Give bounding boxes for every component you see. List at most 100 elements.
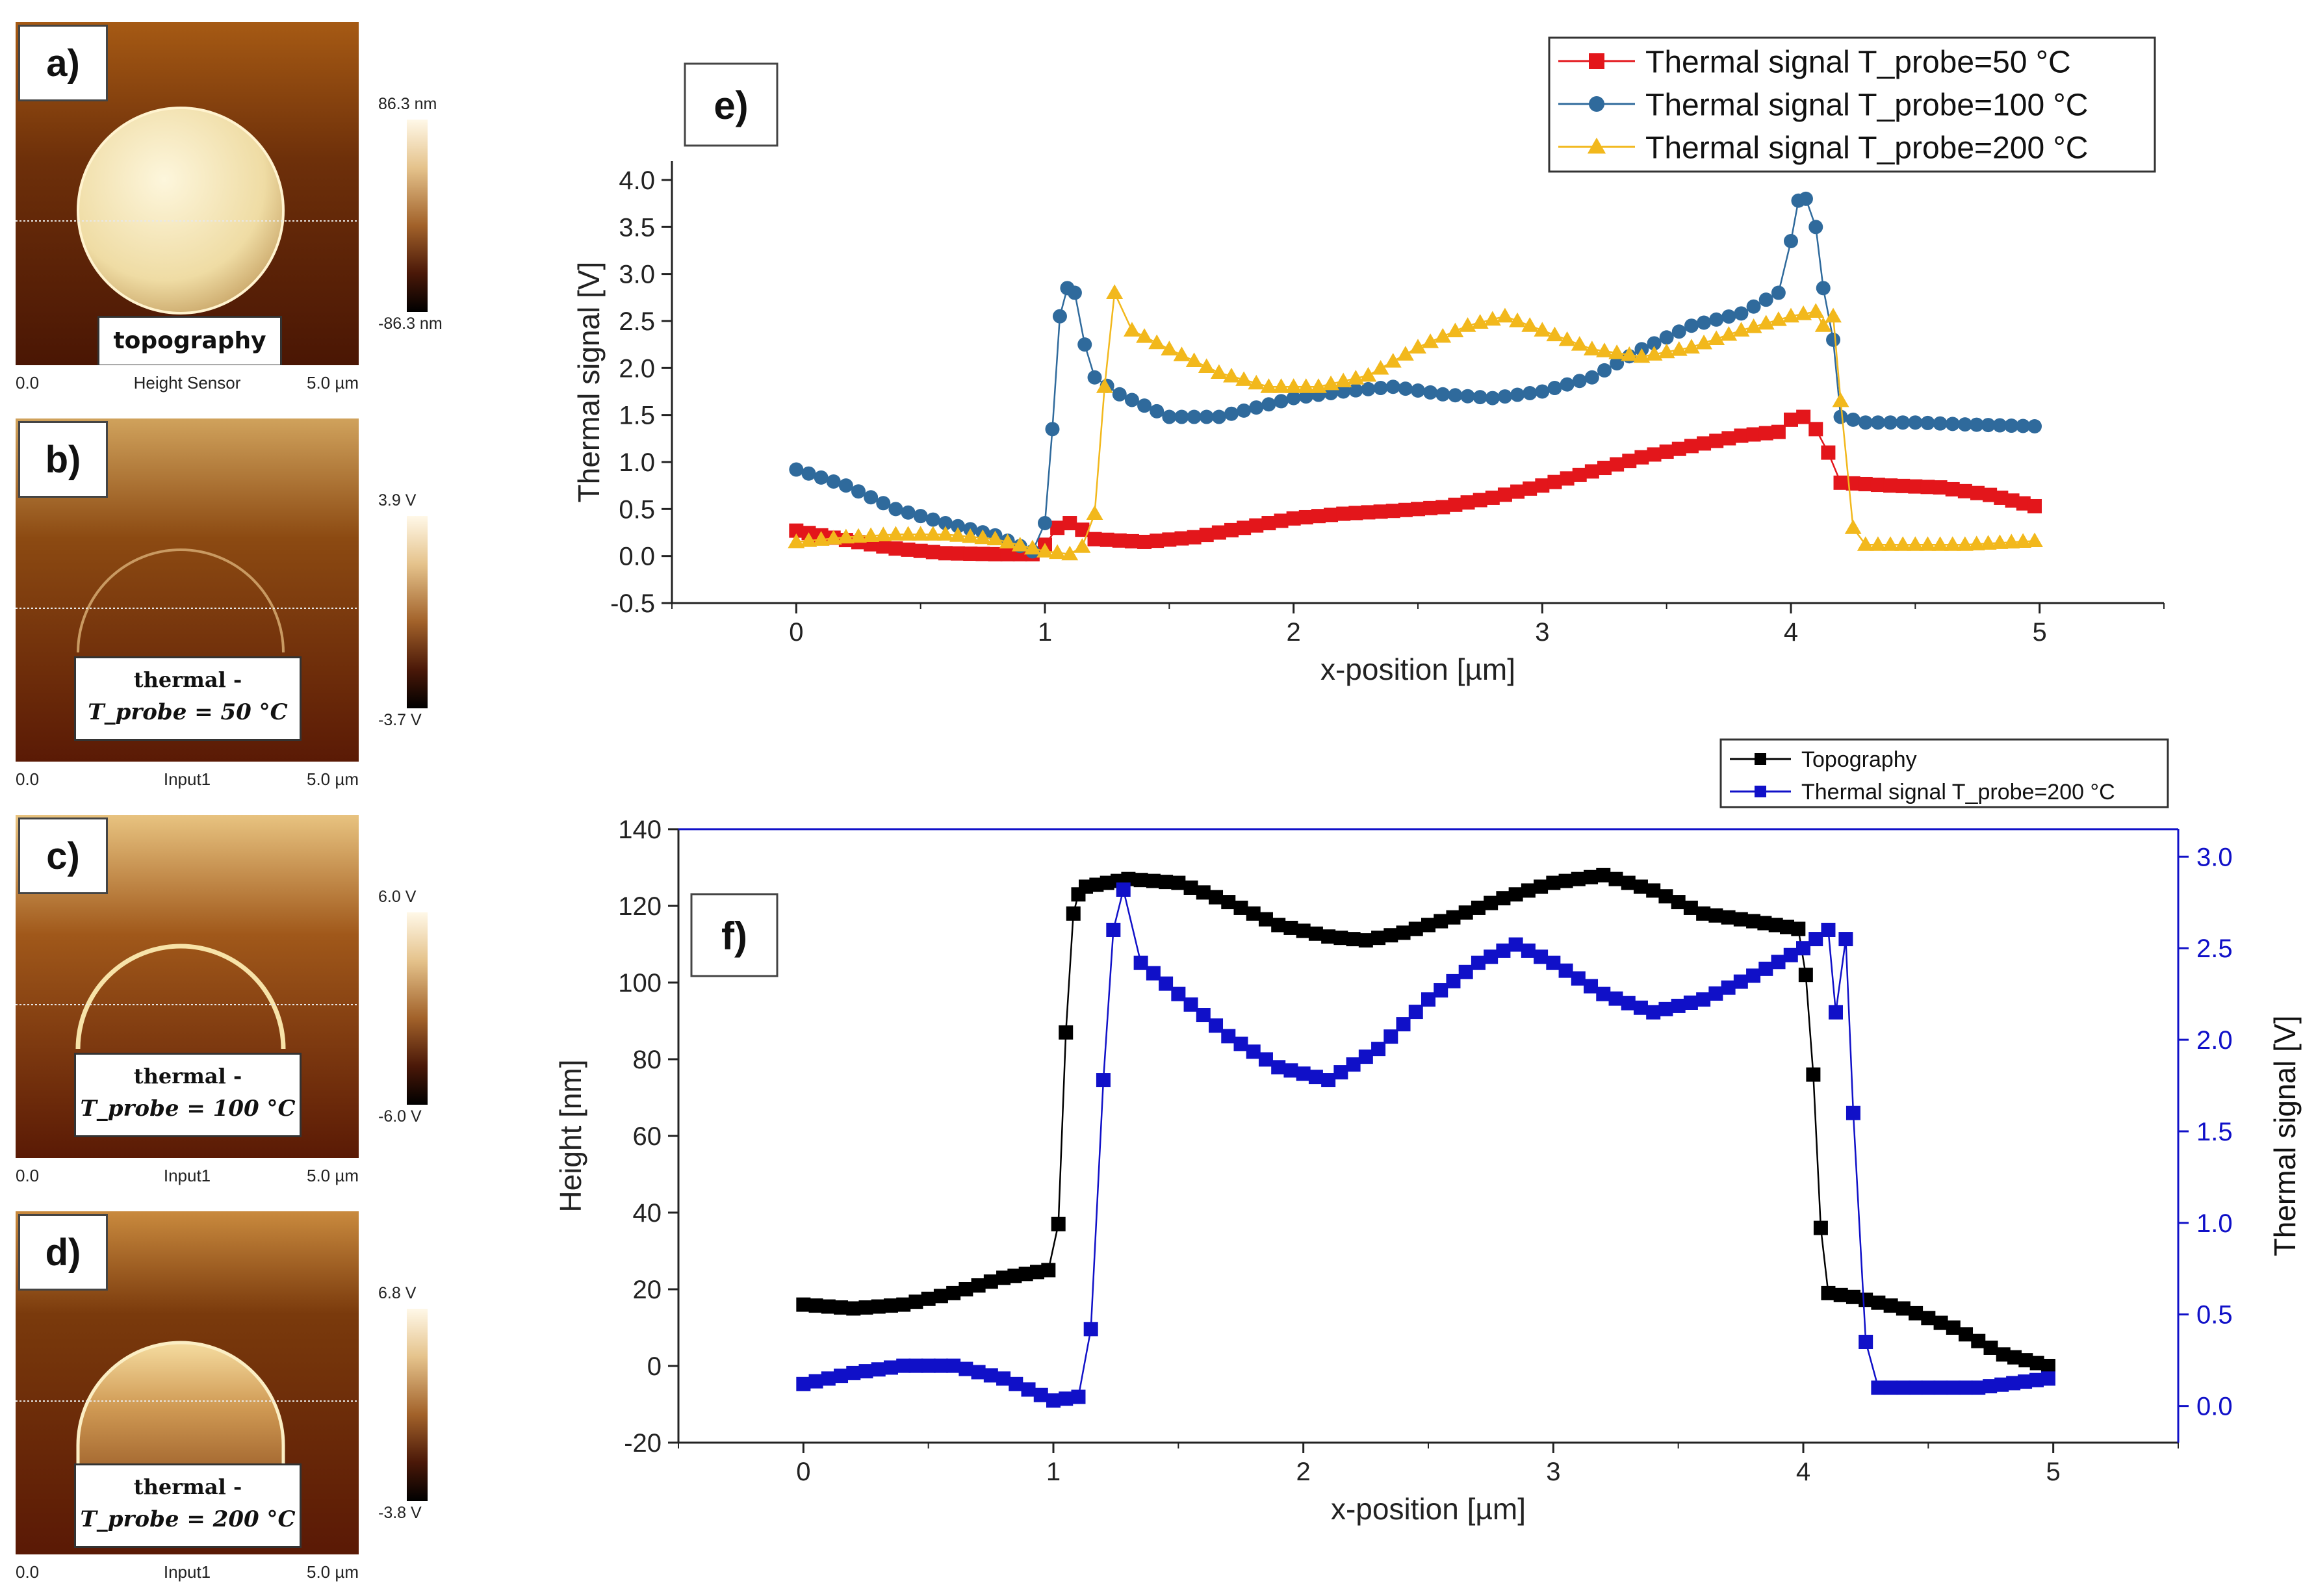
- y-right-axis-title: Thermal signal [V]: [2268, 1016, 2302, 1257]
- data-point: [1333, 1065, 1348, 1080]
- data-point: [1816, 281, 1831, 296]
- data-point: [1720, 326, 1738, 341]
- data-point: [1347, 370, 1365, 385]
- colorbar: [407, 1309, 428, 1501]
- y-tick-label: 100: [618, 969, 662, 997]
- data-point: [1358, 933, 1373, 948]
- data-point: [959, 1361, 973, 1376]
- data-point: [1112, 387, 1127, 402]
- data-point: [2004, 418, 2019, 433]
- data-point: [800, 532, 817, 547]
- x-axis-title: x-position [µm]: [1331, 1492, 1526, 1526]
- afm-image-4: d) thermal - T_probe = 200 °C: [16, 1211, 359, 1554]
- data-point: [1534, 322, 1551, 337]
- caption-line1: thermal -: [133, 667, 242, 692]
- data-point: [1471, 314, 1489, 329]
- data-point: [1957, 417, 1972, 432]
- data-point: [1286, 391, 1301, 405]
- afm-axis-right: 5.0 µm: [306, 769, 359, 789]
- data-point: [1807, 303, 1825, 318]
- chart-label-box: [684, 62, 778, 147]
- data-point: [1183, 880, 1198, 895]
- data-point: [912, 526, 929, 541]
- data-point: [1979, 535, 1997, 550]
- data-point: [1859, 1335, 1873, 1350]
- data-point: [1883, 1380, 1898, 1395]
- y-right-tick-label: 1.5: [2196, 1118, 2233, 1146]
- data-point: [1572, 374, 1587, 389]
- data-point: [1062, 516, 1077, 531]
- data-point: [1584, 464, 1599, 479]
- data-point: [1009, 1376, 1023, 1391]
- data-point: [1959, 1380, 1974, 1395]
- data-point: [1821, 1285, 1836, 1300]
- data-point: [1746, 968, 1761, 983]
- series-line: [803, 889, 2049, 1402]
- y-axis-title: Thermal signal [V]: [572, 262, 606, 503]
- data-point: [1871, 1295, 1886, 1310]
- data-point: [1100, 532, 1114, 547]
- data-point: [1645, 346, 1663, 361]
- data-point: [812, 531, 830, 546]
- series-line: [803, 874, 2049, 1367]
- data-point: [1458, 905, 1473, 920]
- data-point: [1682, 339, 1700, 354]
- data-point: [1346, 932, 1361, 947]
- data-point: [1136, 328, 1153, 343]
- data-point: [925, 512, 940, 527]
- data-point: [1106, 922, 1121, 937]
- data-point: [2027, 419, 2042, 433]
- data-point: [1859, 1293, 1873, 1307]
- data-point: [1051, 1216, 1066, 1231]
- legend-marker: [1755, 786, 1766, 797]
- data-point: [1423, 500, 1438, 515]
- caption-line2: T_probe = 100 °C: [80, 1096, 296, 1122]
- particle-topography: [77, 107, 285, 315]
- data-point: [1297, 378, 1315, 393]
- data-point: [1560, 471, 1575, 486]
- data-point: [1534, 949, 1549, 964]
- data-point: [858, 1300, 873, 1315]
- data-point: [1038, 516, 1052, 531]
- data-point: [1608, 871, 1623, 886]
- x-tick-label: 3: [1546, 1458, 1560, 1486]
- x-tick-label: 5: [2046, 1458, 2061, 1486]
- data-point: [1162, 532, 1177, 547]
- data-point: [1994, 1377, 2009, 1392]
- data-point: [1333, 931, 1348, 946]
- data-point: [1411, 502, 1425, 517]
- data-point: [1944, 536, 1961, 551]
- data-point: [1894, 536, 1912, 551]
- data-point: [959, 1282, 973, 1296]
- legend-box: [1719, 738, 2169, 808]
- data-point: [1224, 406, 1239, 421]
- data-point: [1783, 947, 1798, 962]
- data-point: [1621, 996, 1636, 1010]
- data-point: [1046, 1393, 1061, 1408]
- data-point: [1546, 955, 1561, 970]
- data-point: [2029, 1372, 2044, 1387]
- data-point: [1146, 873, 1161, 888]
- data-point: [1308, 926, 1323, 941]
- data-point: [883, 1298, 898, 1313]
- data-point: [1596, 986, 1611, 1001]
- data-point: [1036, 543, 1053, 558]
- data-point: [1771, 424, 1786, 439]
- data-point: [1150, 404, 1164, 418]
- data-point: [988, 547, 1003, 561]
- data-point: [1059, 1025, 1074, 1040]
- data-point: [1361, 505, 1376, 520]
- data-point: [1791, 921, 1806, 936]
- data-point: [1647, 447, 1662, 462]
- legend-marker: [1587, 137, 1606, 154]
- data-point: [1385, 504, 1400, 519]
- data-point: [1709, 312, 1724, 327]
- data-point: [1808, 220, 1823, 235]
- data-point: [1795, 305, 1812, 320]
- data-point: [974, 529, 992, 545]
- data-point: [1448, 497, 1463, 512]
- data-point: [2003, 534, 2020, 548]
- data-point: [1933, 1315, 1948, 1330]
- data-point: [821, 1371, 836, 1386]
- data-point: [1497, 487, 1512, 502]
